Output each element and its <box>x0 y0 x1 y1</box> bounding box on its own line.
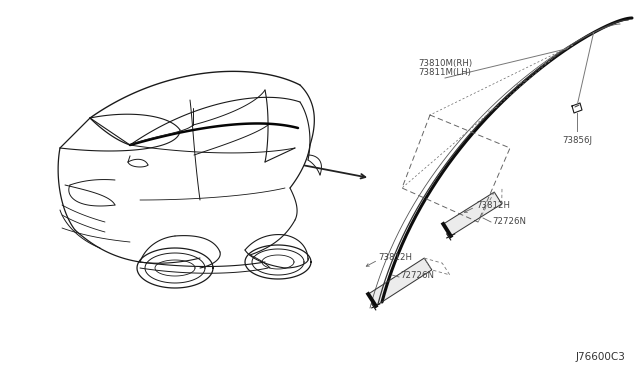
Text: 73812H: 73812H <box>378 253 412 263</box>
Text: 72726N: 72726N <box>400 272 434 280</box>
Text: 73812H: 73812H <box>476 201 510 209</box>
Text: J76600C3: J76600C3 <box>575 352 625 362</box>
Text: 72726N: 72726N <box>492 218 526 227</box>
Text: 73811M(LH): 73811M(LH) <box>419 68 472 77</box>
Text: 73856J: 73856J <box>562 136 592 145</box>
Polygon shape <box>368 258 432 306</box>
Polygon shape <box>444 192 502 236</box>
Text: 73810M(RH): 73810M(RH) <box>418 59 472 68</box>
